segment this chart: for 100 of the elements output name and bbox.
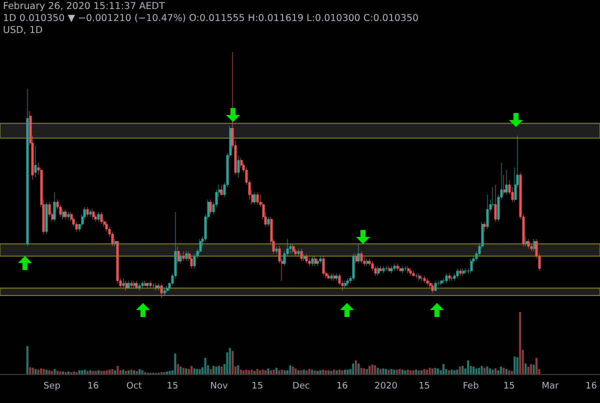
bar (124, 370, 127, 374)
bar (410, 370, 412, 374)
bar (98, 370, 100, 374)
candlestick (396, 263, 399, 272)
candlestick (64, 209, 67, 220)
candlestick (399, 266, 402, 272)
bar (280, 370, 283, 374)
candlestick (157, 282, 160, 291)
candlestick (220, 184, 223, 195)
candlestick (533, 238, 536, 252)
candlestick (407, 266, 410, 274)
bar (393, 370, 396, 374)
candlestick (48, 202, 51, 218)
bar (46, 370, 48, 374)
bar (264, 370, 267, 374)
text: February 26, 2020 15:11:37 AEDT (3, 1, 165, 12)
candlestick (527, 238, 530, 250)
bar (138, 369, 141, 374)
bar (475, 368, 478, 374)
bar (188, 369, 190, 374)
bar (198, 369, 201, 374)
candlestick (434, 280, 437, 291)
candlestick (92, 209, 95, 220)
candlestick (445, 273, 448, 284)
bar (314, 370, 316, 374)
candlestick (346, 278, 349, 286)
bar (128, 370, 130, 374)
bar (423, 369, 426, 374)
candlestick (130, 280, 133, 288)
candlestick (363, 256, 366, 266)
bar (494, 368, 496, 374)
bar (478, 368, 480, 374)
bar (354, 360, 357, 374)
candlestick (152, 282, 155, 288)
candlestick (388, 266, 391, 272)
candlestick (316, 258, 319, 266)
bar (284, 370, 286, 374)
bar (346, 370, 349, 374)
bar (86, 370, 89, 374)
candlestick (330, 273, 333, 282)
bar (81, 370, 84, 374)
bar (100, 370, 102, 374)
candlestick (237, 155, 240, 178)
bar (254, 370, 256, 374)
candlestick (344, 280, 347, 288)
candlestick (486, 194, 489, 230)
bar (488, 368, 491, 374)
bar (406, 370, 409, 374)
x-tick-label: 16 (586, 382, 598, 392)
bar (484, 368, 486, 374)
bar (289, 365, 292, 374)
bar (26, 346, 28, 374)
candlestick (253, 192, 256, 205)
x-tick-label: 16 (336, 382, 348, 392)
candlestick (360, 251, 363, 264)
bar (185, 368, 188, 374)
x-tick-label: Dec (292, 382, 310, 392)
bar (396, 370, 398, 374)
candlestick (418, 273, 421, 282)
candlestick (357, 244, 360, 264)
bar (256, 369, 258, 374)
bar (390, 369, 392, 374)
candlestick (401, 266, 404, 274)
bar (89, 370, 92, 374)
bar (514, 356, 516, 374)
bar (456, 370, 458, 374)
candlestick (303, 253, 306, 262)
bar (500, 366, 502, 374)
bar (508, 370, 510, 374)
bar (516, 357, 518, 374)
bar (215, 366, 218, 374)
candlestick (319, 256, 322, 264)
candlestick (149, 280, 152, 288)
x-tick-label: 16 (87, 382, 100, 392)
candlestick (451, 276, 454, 282)
bar (311, 370, 314, 374)
bar (302, 370, 305, 374)
candlestick (335, 273, 338, 282)
candlestick (311, 256, 314, 266)
candlestick (34, 145, 37, 178)
candlestick (144, 280, 147, 286)
candlestick (366, 258, 369, 266)
bar (505, 369, 508, 374)
bar (141, 370, 144, 374)
bar (436, 368, 439, 374)
bar (398, 369, 401, 374)
candlestick (67, 212, 70, 220)
bar (322, 370, 324, 374)
candlestick (114, 238, 117, 247)
bar (358, 363, 360, 374)
candlestick (322, 256, 325, 276)
bar (324, 370, 327, 374)
candlestick (26, 88, 29, 247)
bar (492, 370, 494, 374)
candlestick (267, 216, 270, 227)
x-tick-label: 15 (252, 382, 264, 392)
candlestick (193, 253, 196, 269)
candlestick (190, 256, 193, 269)
candlestick (483, 221, 486, 232)
candlestick (464, 268, 467, 274)
